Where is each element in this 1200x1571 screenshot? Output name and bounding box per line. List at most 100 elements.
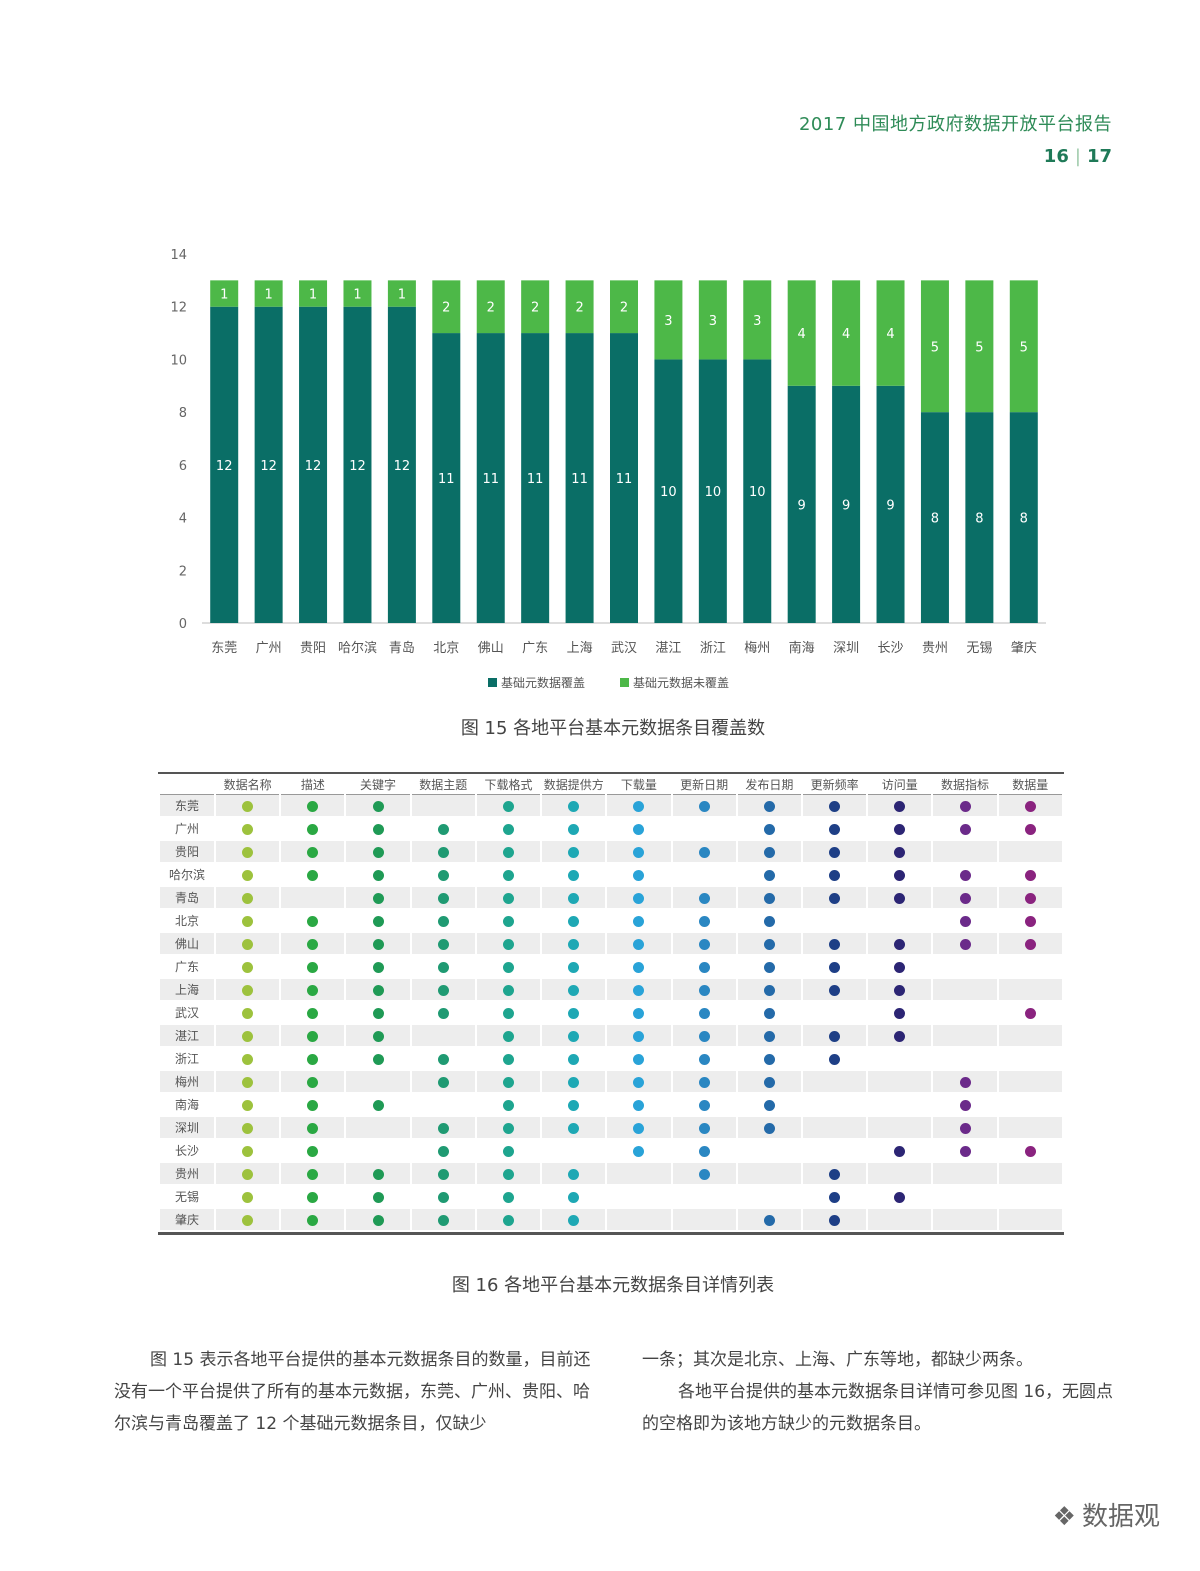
table-cell	[802, 864, 867, 887]
table-cell	[216, 956, 280, 979]
table-cell	[737, 1048, 801, 1071]
table-cell	[476, 795, 541, 818]
watermark: ❖ 数据观	[1053, 1496, 1160, 1533]
table-cell	[672, 887, 736, 910]
present-dot	[502, 1054, 514, 1065]
present-dot	[372, 916, 384, 927]
table-city-cell: 梅州	[160, 1071, 214, 1094]
table-cell	[281, 864, 345, 887]
present-dot	[372, 1008, 384, 1019]
table-cell	[607, 933, 671, 956]
present-dot	[372, 870, 384, 881]
table-cell	[933, 818, 997, 841]
bar-value-label: 5	[931, 340, 939, 355]
table-cell	[868, 1094, 932, 1117]
table-cell	[607, 1048, 671, 1071]
present-dot	[633, 824, 645, 835]
present-dot	[372, 1215, 384, 1226]
table-cell	[216, 1186, 280, 1209]
body-text-left: 图 15 表示各地平台提供的基本元数据条目的数量，目前还没有一个平台提供了所有的…	[114, 1344, 594, 1440]
bar-covered	[432, 333, 461, 623]
table-cell	[933, 841, 997, 864]
table-cell	[476, 887, 541, 910]
table-cell	[933, 795, 997, 818]
table-cell	[933, 887, 997, 910]
bar-uncovered	[1009, 280, 1038, 413]
table-row: 贵阳	[160, 841, 1062, 864]
table-cell	[868, 1140, 932, 1163]
present-dot	[372, 801, 384, 812]
bar-uncovered	[299, 280, 328, 307]
metadata-detail-table: 数据名称 描述 关键字 数据主题 下载格式 数据提供方 下载量 更新日期 发布日期 更新频率 访问量…	[158, 772, 1064, 1235]
present-dot	[633, 801, 645, 812]
table-cell	[998, 1186, 1062, 1209]
present-dot	[959, 1100, 971, 1111]
present-dot	[502, 847, 514, 858]
bar-covered	[654, 359, 683, 623]
table-cell	[802, 1186, 867, 1209]
present-dot	[763, 1031, 775, 1042]
present-dot	[633, 1031, 645, 1042]
bar-uncovered	[920, 280, 949, 413]
table-column-header: 数据主题	[411, 774, 475, 795]
table-cell	[476, 818, 541, 841]
table-cell	[868, 1071, 932, 1094]
table-cell	[216, 1071, 280, 1094]
table-cell	[216, 1025, 280, 1048]
table-cell	[542, 795, 606, 818]
present-dot	[307, 1054, 319, 1065]
table-cell	[281, 1163, 345, 1186]
table-cell	[346, 1002, 410, 1025]
table-row: 青岛	[160, 887, 1062, 910]
table-cell	[281, 1048, 345, 1071]
x-tick-label: 肇庆	[1011, 641, 1037, 656]
present-dot	[568, 1169, 580, 1180]
bar-value-label: 10	[705, 485, 722, 500]
bar-uncovered	[610, 280, 638, 334]
table-cell	[607, 1209, 671, 1232]
present-dot	[437, 893, 449, 904]
table-cell	[542, 1048, 606, 1071]
table-cell	[737, 795, 801, 818]
table-cell	[933, 1002, 997, 1025]
present-dot	[763, 1077, 775, 1088]
table-cell	[998, 956, 1062, 979]
table-cell	[411, 795, 475, 818]
bar-value-label: 4	[842, 327, 850, 342]
present-dot	[437, 1215, 449, 1226]
table-cell	[346, 1209, 410, 1232]
x-tick-label: 浙江	[700, 641, 726, 656]
present-dot	[633, 1100, 645, 1111]
table-column-header: 下载格式	[476, 774, 541, 795]
present-dot	[568, 1031, 580, 1042]
table-row: 哈尔滨	[160, 864, 1062, 887]
table-cell	[737, 933, 801, 956]
bar-value-label: 2	[531, 301, 539, 316]
table-cell	[998, 1117, 1062, 1140]
table-row: 东莞	[160, 795, 1062, 818]
present-dot	[568, 1054, 580, 1065]
bar-covered	[610, 333, 638, 623]
table-cell	[998, 933, 1062, 956]
present-dot	[568, 1077, 580, 1088]
legend-label: 基础元数据覆盖	[501, 675, 585, 690]
present-dot	[242, 870, 254, 881]
table-cell	[411, 864, 475, 887]
bar-value-label: 5	[1020, 340, 1028, 355]
table-cell	[802, 818, 867, 841]
table-cell	[476, 933, 541, 956]
table-cell	[346, 841, 410, 864]
table-cell	[542, 841, 606, 864]
present-dot	[242, 1031, 254, 1042]
table-cell	[607, 910, 671, 933]
present-dot	[502, 801, 514, 812]
present-dot	[307, 847, 319, 858]
present-dot	[763, 1100, 775, 1111]
present-dot	[1024, 939, 1036, 950]
table-cell	[346, 1048, 410, 1071]
table-cell	[476, 1094, 541, 1117]
bar-value-label: 12	[260, 459, 277, 474]
table-cell	[672, 1002, 736, 1025]
present-dot	[698, 916, 710, 927]
present-dot	[829, 801, 841, 812]
